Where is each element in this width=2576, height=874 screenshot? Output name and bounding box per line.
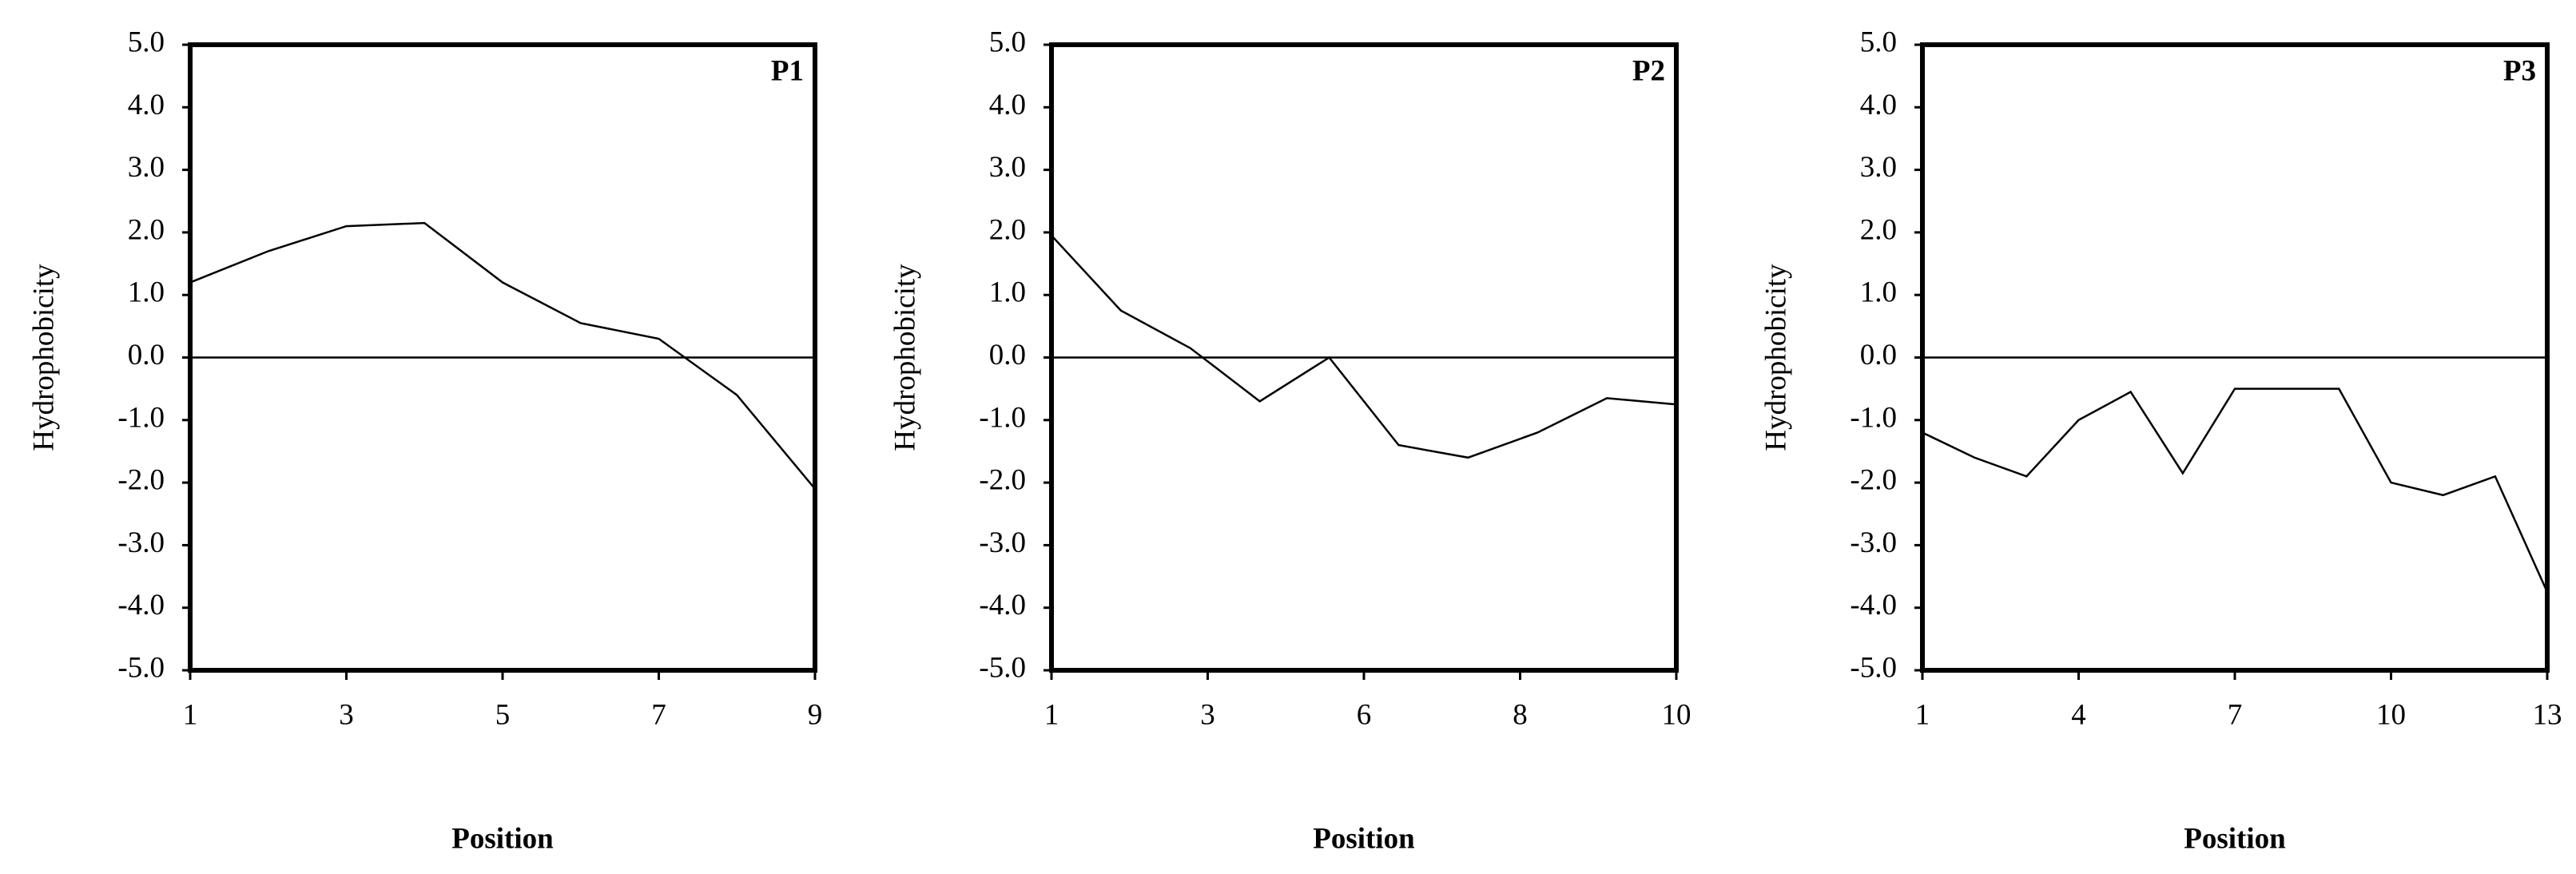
panel-label: P1 bbox=[771, 54, 804, 87]
plot-frame bbox=[1049, 42, 1679, 673]
x-tick-label: 1 bbox=[1915, 698, 1930, 731]
y-tick-label: 4.0 bbox=[128, 89, 165, 121]
y-tick-label: 3.0 bbox=[1860, 151, 1897, 184]
y-tick-label: -4.0 bbox=[979, 589, 1026, 622]
y-tick-label: 3.0 bbox=[128, 151, 165, 184]
x-tick-label: 1 bbox=[1044, 698, 1059, 731]
y-tick-label: -5.0 bbox=[1850, 651, 1897, 684]
x-tick-label: 8 bbox=[1513, 698, 1528, 731]
data-line bbox=[189, 221, 816, 490]
x-tick-label: 9 bbox=[808, 698, 823, 731]
panel-label: P3 bbox=[2503, 54, 2536, 87]
x-tick-label: 5 bbox=[495, 698, 511, 731]
y-tick-label: -4.0 bbox=[1850, 589, 1897, 622]
x-axis-label: Position bbox=[451, 822, 554, 855]
y-tick-label: 2.0 bbox=[1860, 213, 1897, 246]
data-line bbox=[1922, 387, 2549, 593]
y-tick-label: 1.0 bbox=[128, 276, 165, 309]
y-tick-label: 0.0 bbox=[989, 339, 1026, 371]
data-line bbox=[1051, 234, 1677, 459]
y-tick-label: -2.0 bbox=[979, 464, 1026, 497]
y-axis-label: Hydrophobicity bbox=[27, 264, 60, 451]
y-tick-label: -5.0 bbox=[979, 651, 1026, 684]
y-tick-label: -1.0 bbox=[1850, 401, 1897, 434]
y-tick-label: -3.0 bbox=[1850, 526, 1897, 559]
x-tick-label: 7 bbox=[2228, 698, 2243, 731]
x-tick-label: 4 bbox=[2071, 698, 2086, 731]
y-tick-label: -1.0 bbox=[979, 401, 1026, 434]
x-tick-label: 3 bbox=[339, 698, 354, 731]
y-tick-label: 4.0 bbox=[1860, 89, 1897, 121]
y-tick-label: 5.0 bbox=[128, 26, 165, 58]
y-tick-label: 0.0 bbox=[128, 339, 165, 371]
y-tick-label: 2.0 bbox=[128, 213, 165, 246]
y-tick-label: -2.0 bbox=[117, 464, 165, 497]
plot-frame bbox=[188, 42, 817, 673]
y-tick-label: 1.0 bbox=[1860, 276, 1897, 309]
x-tick-label: 7 bbox=[651, 698, 666, 731]
plot-frame bbox=[1920, 42, 2550, 673]
y-tick-label: 4.0 bbox=[989, 89, 1026, 121]
y-tick-label: -2.0 bbox=[1850, 464, 1897, 497]
x-axis-label: Position bbox=[1313, 822, 1415, 855]
x-tick-label: 13 bbox=[2533, 698, 2562, 731]
y-tick-label: 3.0 bbox=[989, 151, 1026, 184]
y-tick-label: -5.0 bbox=[117, 651, 165, 684]
panel-label: P2 bbox=[1632, 54, 1665, 87]
x-axis-label: Position bbox=[2184, 822, 2286, 855]
y-axis-label: Hydrophobicity bbox=[888, 264, 921, 451]
y-tick-label: 5.0 bbox=[989, 26, 1026, 58]
x-tick-label: 1 bbox=[183, 698, 198, 731]
y-tick-label: -4.0 bbox=[117, 589, 165, 622]
y-tick-label: 0.0 bbox=[1860, 339, 1897, 371]
y-tick-label: -3.0 bbox=[117, 526, 165, 559]
y-tick-label: -3.0 bbox=[979, 526, 1026, 559]
x-tick-label: 6 bbox=[1357, 698, 1372, 731]
x-tick-label: 10 bbox=[1662, 698, 1691, 731]
y-tick-label: 1.0 bbox=[989, 276, 1026, 309]
x-tick-label: 3 bbox=[1200, 698, 1215, 731]
y-tick-label: 5.0 bbox=[1860, 26, 1897, 58]
y-axis-label: Hydrophobicity bbox=[1759, 264, 1792, 451]
y-tick-label: -1.0 bbox=[117, 401, 165, 434]
y-tick-label: 2.0 bbox=[989, 213, 1026, 246]
x-tick-label: 10 bbox=[2376, 698, 2406, 731]
